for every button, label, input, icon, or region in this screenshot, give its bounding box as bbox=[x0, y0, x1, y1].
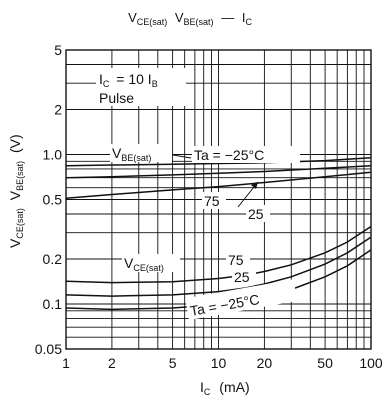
svg-text:VBE(sat): VBE(sat) bbox=[112, 145, 151, 163]
vce-group-label: VCE(sat) bbox=[122, 254, 180, 273]
series-label-vce-75: 75 bbox=[226, 251, 250, 268]
svg-text:75: 75 bbox=[204, 193, 220, 209]
x-tick-label: 100 bbox=[359, 355, 383, 371]
x-tick-label: 2 bbox=[108, 355, 116, 371]
y-tick-label: 1.0 bbox=[43, 146, 63, 162]
svg-text:VCE(sat): VCE(sat) bbox=[124, 255, 164, 273]
y-tick-label: 0.1 bbox=[43, 296, 63, 312]
y-tick-label: 5 bbox=[54, 42, 62, 58]
y-tick-label: 2 bbox=[54, 101, 62, 117]
svg-text:25: 25 bbox=[234, 269, 250, 285]
chart-title: VCE(sat) VBE(sat) — IC bbox=[128, 10, 252, 28]
y-tick-label: 0.5 bbox=[43, 192, 63, 208]
vbe-group-label: VBE(sat) bbox=[110, 144, 172, 163]
x-axis-label: IC (mA) bbox=[200, 379, 250, 398]
x-tick-label: 20 bbox=[257, 355, 273, 371]
condition-box: IC = 10 IB Pulse bbox=[96, 68, 186, 106]
series-label-vce-25: 25 bbox=[232, 268, 256, 285]
x-tick-label: 1 bbox=[62, 355, 70, 371]
series-label-vbe-75: 75 bbox=[202, 192, 226, 209]
condition-pulse: Pulse bbox=[99, 90, 134, 106]
x-tick-label: 5 bbox=[169, 355, 177, 371]
series-line-vbe-2 bbox=[65, 165, 372, 179]
plot-frame bbox=[65, 49, 372, 350]
svg-text:75: 75 bbox=[228, 252, 244, 268]
series-label-vce-minus25: Ta = −25°C bbox=[185, 279, 298, 321]
series-label-vbe-minus25: Ta = −25°C bbox=[172, 146, 300, 163]
series-label-vbe-25: 25 bbox=[237, 181, 270, 222]
x-tick-label: 50 bbox=[317, 355, 333, 371]
y-tick-label: 0.05 bbox=[35, 341, 62, 357]
svg-text:25: 25 bbox=[248, 206, 264, 222]
y-tick-label: 0.2 bbox=[43, 251, 63, 267]
series-line-vbe-1 bbox=[65, 171, 372, 199]
y-axis-label: VCE(sat) VBE(sat) (V) bbox=[7, 134, 26, 248]
condition-ic: IC = 10 IB bbox=[99, 71, 158, 90]
x-tick-label: 10 bbox=[211, 355, 227, 371]
series-line-vbe-0 bbox=[65, 157, 372, 167]
series-line-vce-4 bbox=[65, 236, 372, 297]
svg-text:Ta = −25°C: Ta = −25°C bbox=[194, 147, 264, 163]
